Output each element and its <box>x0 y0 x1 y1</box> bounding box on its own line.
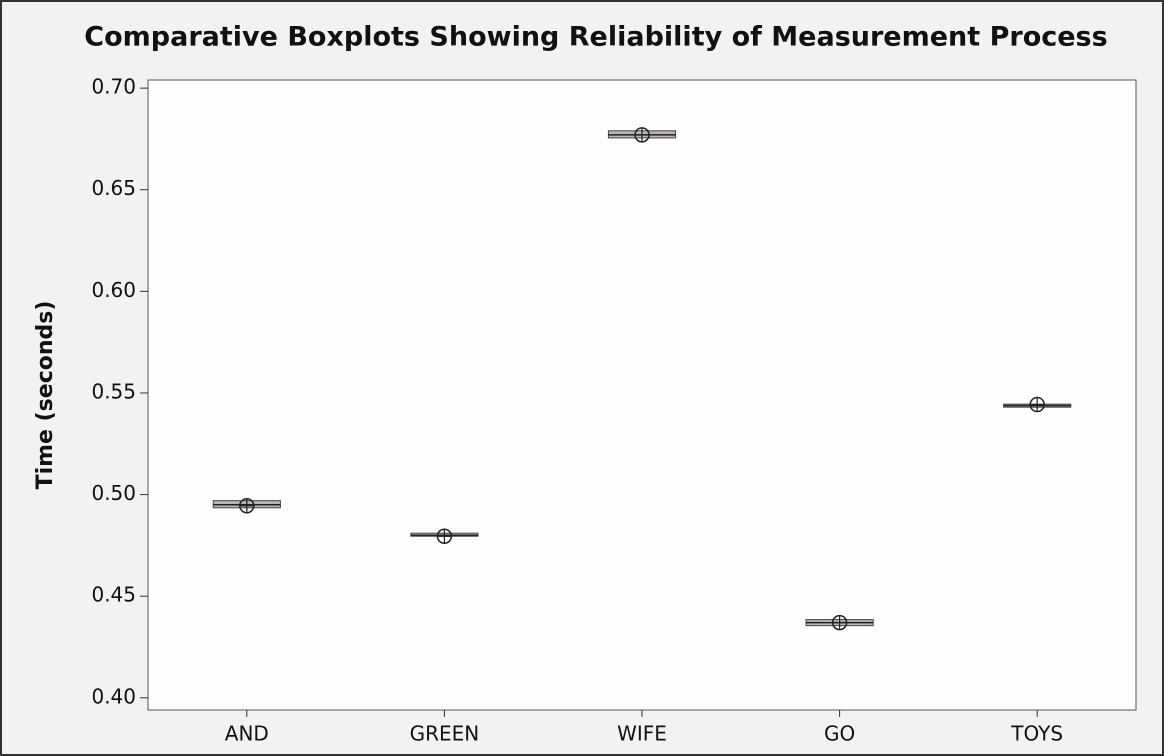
x-tick-label: AND <box>225 722 269 746</box>
chart-title: Comparative Boxplots Showing Reliability… <box>84 22 1107 53</box>
mean-cross <box>832 615 847 630</box>
y-tick-label: 0.70 <box>91 75 136 99</box>
x-tick-label: TOYS <box>1010 722 1063 746</box>
mean-cross <box>437 529 452 544</box>
y-tick-label: 0.45 <box>91 583 136 607</box>
y-tick-label: 0.50 <box>91 481 136 505</box>
y-tick-label: 0.55 <box>91 379 136 403</box>
y-tick-label: 0.65 <box>91 176 136 200</box>
y-tick-label: 0.60 <box>91 278 136 302</box>
mean-cross <box>1030 397 1045 412</box>
mean-cross <box>239 498 254 513</box>
x-tick-label: WIFE <box>617 722 667 746</box>
y-axis-label: Time (seconds) <box>33 301 58 490</box>
y-tick-label: 0.40 <box>91 684 136 708</box>
plot-area <box>147 79 1137 711</box>
x-tick-label: GREEN <box>410 722 480 746</box>
mean-cross <box>635 127 649 142</box>
x-tick-label: GO <box>824 722 855 746</box>
